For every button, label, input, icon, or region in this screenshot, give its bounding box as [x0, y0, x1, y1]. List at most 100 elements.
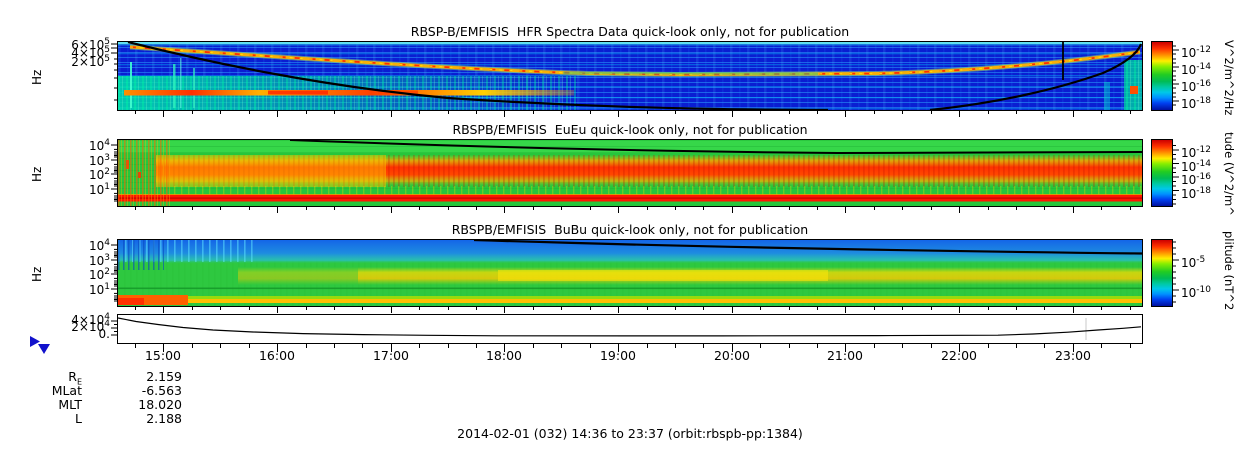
axis-tick	[391, 110, 392, 114]
ytick-exp: 4	[104, 319, 110, 329]
axis-tick	[504, 110, 505, 114]
axis-tick	[504, 206, 505, 210]
axis-tick	[647, 343, 648, 348]
axis-tick	[845, 206, 846, 210]
ytick-exp: 4	[104, 138, 110, 148]
axis-tick	[220, 343, 221, 348]
axis-tick	[931, 110, 932, 114]
axis-tick	[874, 306, 875, 310]
line-ytick-0: 0.	[38, 326, 110, 340]
ephemeris-value-l: 2.188	[146, 411, 182, 426]
line-plot	[118, 315, 1142, 343]
cbar-tick-text: 10	[1181, 187, 1197, 201]
axis-tick	[448, 206, 449, 210]
axis-tick	[504, 306, 505, 310]
axis-tick	[789, 306, 790, 310]
axis-tick	[703, 206, 704, 210]
plot-caption: 2014-02-01 (032) 14:36 to 23:37 (orbit:r…	[457, 426, 803, 441]
hfr-cbar-label-4: 10-18	[1181, 95, 1211, 110]
axis-tick	[845, 110, 846, 114]
hfr-ytick-6e5: 6×105	[38, 37, 110, 51]
axis-tick	[931, 306, 932, 310]
axis-tick	[192, 306, 193, 310]
axis-tick	[249, 206, 250, 210]
axis-tick	[476, 110, 477, 114]
cbar-tick-text: 10	[1181, 160, 1197, 174]
axis-tick	[362, 343, 363, 348]
axis-tick	[135, 110, 136, 114]
axis-tick	[732, 306, 733, 310]
ytick-exp: 3	[104, 153, 110, 163]
axis-tick	[135, 343, 136, 348]
cbar-tick-exp: -18	[1196, 186, 1211, 196]
axis-tick	[419, 306, 420, 310]
axis-tick	[703, 343, 704, 348]
axis-tick	[476, 206, 477, 210]
panel-title-hfr: RBSP-B/EMFISIS HFR Spectra Data quick-lo…	[410, 24, 850, 39]
ytick-text: 10	[88, 254, 105, 268]
eueu-cbar-label-3: 10-16	[1181, 171, 1211, 186]
axis-tick	[1130, 110, 1131, 114]
axis-tick	[192, 110, 193, 114]
axis-tick	[306, 306, 307, 310]
axis-tick	[817, 306, 818, 310]
axis-tick	[306, 343, 307, 348]
axis-tick	[306, 206, 307, 210]
axis-tick	[647, 206, 648, 210]
bubu-cbar-label-1: 10-5	[1181, 254, 1205, 269]
main-time-axis-ticks	[118, 343, 1142, 352]
axis-tick	[618, 343, 619, 348]
axis-tick	[1073, 206, 1074, 210]
cbar-tick-text: 10	[1181, 46, 1197, 60]
axis-tick	[1101, 343, 1102, 348]
axis-tick	[988, 306, 989, 310]
ytick-text: 10	[88, 183, 105, 197]
hfr-ytick-4e5: 4×105	[38, 45, 110, 59]
bubu-heatmap	[118, 240, 1142, 306]
axis-tick	[362, 206, 363, 210]
axis-tick	[1044, 343, 1045, 348]
cbar-tick-exp: -14	[1196, 62, 1211, 72]
axis-tick	[533, 206, 534, 210]
axis-tick	[334, 343, 335, 348]
eph-label-text: L	[75, 411, 82, 426]
axis-tick	[1101, 110, 1102, 114]
axis-tick	[163, 306, 164, 310]
spectrogram-eueu	[117, 139, 1143, 207]
eueu-colorbar	[1151, 139, 1173, 207]
axis-tick	[362, 306, 363, 310]
time-axis-labels: 15:00 16:00 17:00 18:00 19:00 20:00 21:00 22:00…	[118, 348, 1142, 363]
bubu-yaxis-ticks	[111, 244, 118, 302]
ephemeris-label-mlat: MLat	[22, 383, 82, 401]
axis-tick	[192, 343, 193, 348]
eueu-ylabel: Hz	[30, 166, 44, 182]
hfr-cbar-label-2: 10-14	[1181, 61, 1211, 76]
eph-label-text: R	[68, 369, 77, 384]
bubu-ytick-1e1: 101	[38, 282, 110, 296]
hfr-ytick-2e5: 2×105	[38, 54, 110, 68]
axis-tick	[874, 343, 875, 348]
ytick-text: 10	[88, 154, 105, 168]
eueu-cbar-label-1: 10-12	[1181, 144, 1211, 159]
time-label: 17:00	[372, 348, 410, 363]
axis-tick	[561, 343, 562, 348]
axis-tick	[902, 206, 903, 210]
bubu-ytick-1e4: 104	[38, 238, 110, 252]
axis-tick	[1016, 110, 1017, 114]
axis-tick	[306, 110, 307, 114]
hfr-colorbar	[1151, 41, 1173, 111]
axis-tick	[533, 306, 534, 310]
time-label: 19:00	[599, 348, 637, 363]
axis-tick	[760, 110, 761, 114]
cbar-tick-text: 10	[1181, 173, 1197, 187]
axis-tick	[163, 206, 164, 210]
eueu-cbar-label-4: 10-18	[1181, 185, 1211, 200]
axis-tick	[590, 110, 591, 114]
axis-tick	[249, 343, 250, 348]
axis-tick	[1016, 206, 1017, 210]
axis-tick	[845, 343, 846, 348]
axis-tick	[277, 343, 278, 348]
axis-tick	[277, 206, 278, 210]
spectrogram-hfr	[117, 41, 1143, 111]
cbar-tick-text: 10	[1181, 97, 1197, 111]
